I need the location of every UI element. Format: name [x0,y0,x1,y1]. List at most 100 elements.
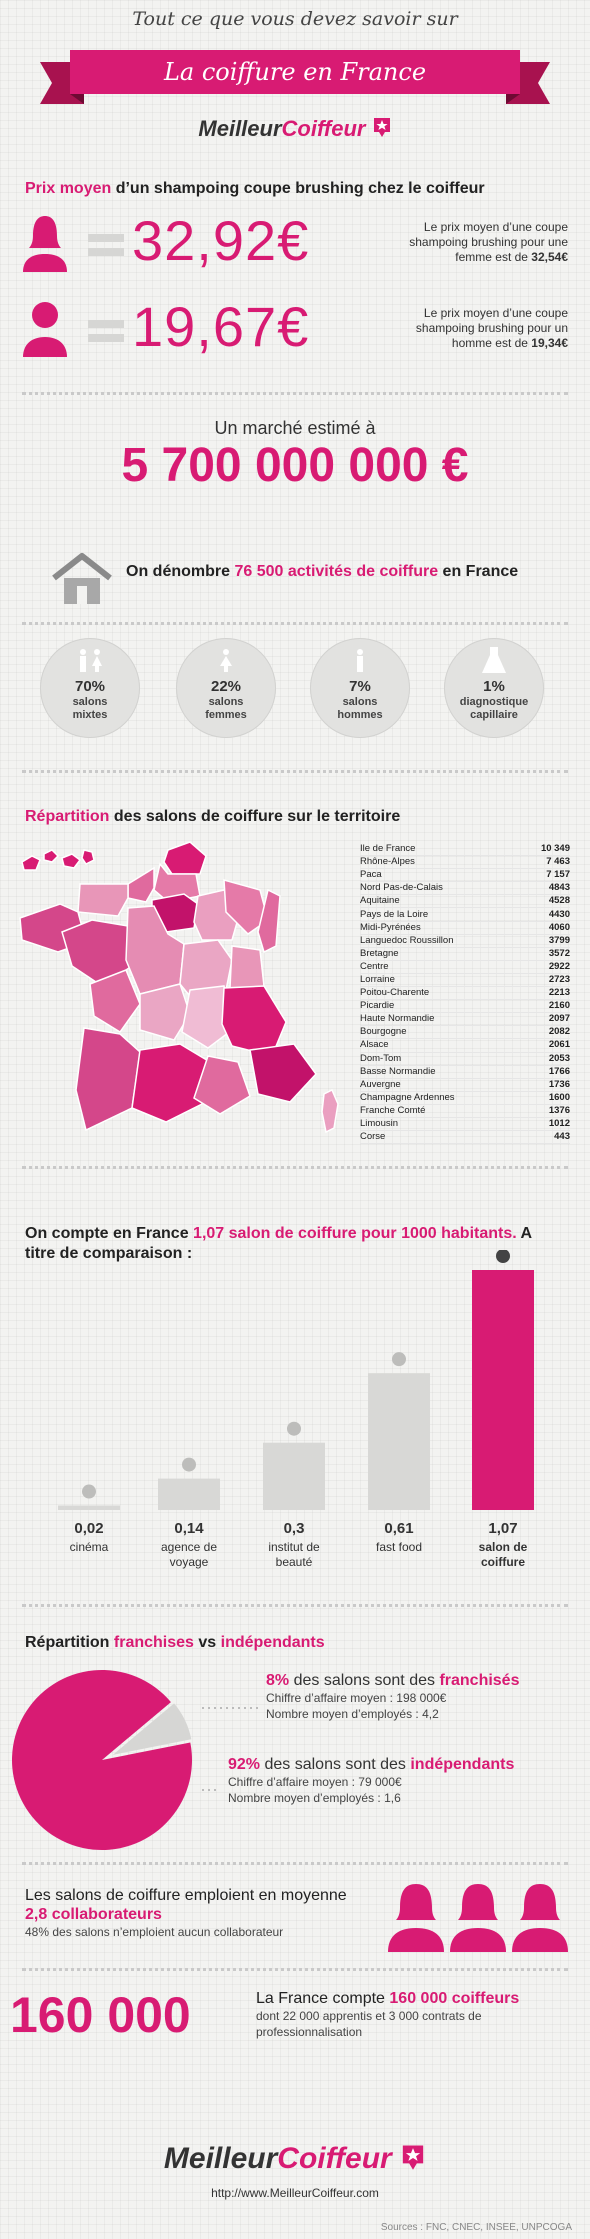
region-value: 1736 [520,1078,570,1092]
stat-pct: 1% [483,678,505,695]
price-heading-rest: d’un shampoing coupe brushing chez le co… [111,180,485,197]
region-name: Alsace [360,1038,521,1053]
section-divider [22,392,568,395]
region-value: 3799 [520,934,570,948]
region-name: Languedoc Roussillon [360,934,521,948]
activities-text: On dénombre 76 500 activités de coiffure… [126,563,519,580]
region-name: Paca [360,868,521,883]
pie-slice-franchise [112,1703,192,1755]
region-name: Midi-Pyrénées [360,921,521,935]
region-name: Aquitaine [360,894,521,909]
logo-text-part2: Coiffeur [281,116,366,141]
man-woman-icon [80,649,102,672]
bar-category-label: salon de coiffure [478,1540,528,1569]
bar-value-label: 0,02 [74,1520,104,1537]
stat-label: salons mixtes [72,696,108,721]
region-value: 7 463 [520,855,570,870]
region-name: Nord Pas-de-Calais [360,881,521,896]
footer-url[interactable]: http://www.MeilleurCoiffeur.com [211,2186,379,2200]
region-name: Franche Comté [360,1104,521,1118]
region-value: 1766 [520,1065,570,1079]
region-row: Rhône-Alpes 7 463 [360,855,570,870]
flask-icon [482,647,506,673]
price-heading-accent: Prix moyen [25,180,112,197]
comparison-bar-chart [58,1250,534,1510]
region-row: Nord Pas-de-Calais 4843 [360,881,570,896]
woman-price-note: Le prix moyen d’une coupe shampoing brus… [409,220,568,264]
bar-value-label: 0,3 [283,1520,305,1537]
franchise-heading: Répartition franchises vs indépendants [25,1634,325,1651]
region-row: Franche Comté 1376 [360,1104,570,1118]
stat-label: diagnostique capillaire [459,696,529,721]
bar-1 [158,1478,220,1510]
region-value: 7 157 [520,868,570,883]
region-name: Corse [360,1130,521,1145]
coiffeurs-text: La France compte 160 000 coiffeurs dont … [256,1990,520,2039]
regions-table: Ile de France 10 349 Rhône-Alpes 7 463 Paca 7… [360,843,570,1145]
film-reel-icon [82,1484,96,1499]
market-value: 5 700 000 000 € [121,439,469,492]
bar-value-label: 0,61 [384,1520,414,1537]
region-value: 2082 [520,1025,570,1040]
region-row: Limousin 1012 [360,1117,570,1132]
man-price-note: Le prix moyen d’une coupe shampoing brus… [415,306,568,350]
logo-text-part1: Meilleur [163,2142,278,2175]
header-logo[interactable]: MeilleurCoiffeur [0,116,590,142]
region-name: Poitou-Charente [360,986,521,1001]
region-name: Ile de France [360,843,521,857]
region-row: Bretagne 3572 [360,947,570,961]
stat-circle-men: 7% salons hommes [310,638,410,738]
header-kicker: Tout ce que vous devez savoir sur [132,8,458,30]
france-map [19,841,339,1134]
region-value: 2061 [520,1038,570,1053]
section-divider [22,1862,568,1865]
region-name: Auvergne [360,1078,521,1092]
star-pin-icon [402,2145,424,2170]
stat-circle-mixed: 70% salons mixtes [40,638,140,738]
independent-block: 92% des salons sont des indépendants Chi… [228,1756,515,1805]
region-value: 1376 [520,1104,570,1118]
woman-figure-icon [220,649,232,672]
region-value: 2097 [520,1012,570,1027]
footer-logo[interactable]: MeilleurCoiffeur [0,2142,590,2176]
region-value: 2723 [520,973,570,988]
region-name: Haute Normandie [360,1012,521,1027]
stat-label: salons hommes [337,696,383,721]
section-divider [22,1968,568,1971]
region-name: Lorraine [360,973,521,988]
market-label: Un marché estimé à [214,418,376,438]
region-name: Picardie [360,999,521,1014]
region-row: Alsace 2061 [360,1038,570,1053]
section-divider [22,1166,568,1169]
man-note-value: 19,34€ [531,336,568,350]
airplane-icon [182,1457,196,1472]
title-ribbon [40,50,550,104]
region-name: Limousin [360,1117,521,1132]
region-name: Champagne Ardennes [360,1091,521,1105]
region-row: Ile de France 10 349 [360,843,570,857]
man-price-value: 19,67€ [132,295,310,358]
bar-category-label: cinéma [69,1540,109,1554]
region-row: Bourgogne 2082 [360,1025,570,1040]
coiffeurs-big-number: 160 000 [10,1987,191,2043]
region-value: 10 349 [520,843,570,857]
stat-pct: 7% [349,678,371,695]
section-divider [22,770,568,773]
star-pin-icon [373,118,390,137]
region-name: Centre [360,960,521,974]
section-divider [22,1604,568,1607]
region-row: Auvergne 1736 [360,1078,570,1092]
franchise-pie-chart [12,1670,193,1850]
region-row: Paca 7 157 [360,868,570,883]
page-title: La coiffure en France [163,58,427,86]
stat-pct: 22% [210,678,242,695]
section-divider [22,622,568,625]
comparison-text: On compte en France 1,07 salon de coiffu… [25,1225,532,1262]
leader-lines [202,1707,262,1791]
region-name: Bourgogne [360,1025,521,1040]
bar-category-label: fast food [375,1540,423,1554]
footer-sources: Sources : FNC, CNEC, INSEE, UNPCOGA [380,2222,572,2233]
region-name: Rhône-Alpes [360,855,521,870]
stat-label: salons femmes [205,696,247,721]
region-row: Aquitaine 4528 [360,894,570,909]
